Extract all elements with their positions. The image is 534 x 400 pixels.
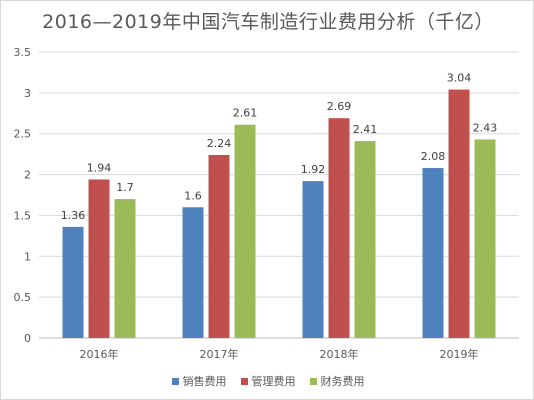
- data-label: 2.43: [473, 121, 498, 134]
- y-tick-label: 0.5: [14, 291, 32, 304]
- chart-legend: 销售费用 管理费用 财务费用: [1, 373, 534, 389]
- legend-item: 销售费用: [171, 373, 227, 389]
- bar: [302, 181, 324, 338]
- data-label: 1.7: [116, 181, 134, 194]
- y-tick-label: 0: [24, 332, 31, 345]
- y-tick-label: 2.5: [14, 128, 32, 141]
- data-label: 1.94: [87, 161, 112, 174]
- legend-label: 销售费用: [182, 375, 227, 388]
- bar: [114, 199, 136, 338]
- bar: [234, 124, 256, 339]
- x-tick-label: 2017年: [200, 347, 239, 361]
- bar: [62, 226, 84, 338]
- legend-swatch: [171, 377, 179, 385]
- data-label: 2.08: [421, 150, 446, 163]
- bar-chart: 0 0.5 1 1.5 2 2.5 3 3.5 2016年 2017年 2018年 2019年 1.3…: [14, 46, 519, 361]
- y-tick-label: 2: [24, 169, 31, 182]
- bar: [328, 118, 350, 338]
- bar: [182, 207, 204, 338]
- x-tick-label: 2016年: [80, 347, 119, 361]
- bar: [448, 89, 470, 339]
- data-label: 3.04: [447, 72, 472, 85]
- bar: [422, 168, 444, 338]
- data-label: 1.92: [301, 163, 326, 176]
- bar: [88, 179, 110, 338]
- data-label: 2.24: [207, 137, 232, 150]
- x-tick-label: 2019年: [440, 347, 479, 361]
- bar: [354, 141, 376, 338]
- y-tick-label: 3.5: [14, 46, 32, 59]
- legend-swatch: [240, 377, 248, 385]
- x-tick-label: 2018年: [320, 347, 359, 361]
- chart-title: 2016—2019年中国汽车制造行业费用分析（千亿）: [42, 11, 494, 33]
- legend-label: 财务费用: [320, 375, 365, 388]
- data-label: 1.6: [184, 189, 202, 202]
- y-tick-label: 3: [24, 87, 31, 100]
- legend-swatch: [309, 377, 317, 385]
- data-labels: 1.36 1.94 1.7 1.6 2.24 2.61 1.92 2.692.41 2.08 3.…: [61, 72, 498, 222]
- bars: [62, 89, 496, 339]
- bar: [208, 154, 230, 338]
- legend-item: 财务费用: [309, 373, 365, 389]
- bar: [474, 139, 496, 338]
- gridlines: [39, 51, 519, 298]
- y-tick-label: 1.5: [14, 209, 32, 222]
- y-tick-label: 1: [24, 250, 31, 263]
- data-label: 2.61: [233, 107, 258, 120]
- data-label: 2.69: [327, 100, 352, 113]
- data-label: 1.36: [61, 209, 86, 222]
- legend-label: 管理费用: [251, 375, 296, 388]
- legend-item: 管理费用: [240, 373, 296, 389]
- data-label: 2.41: [353, 123, 378, 136]
